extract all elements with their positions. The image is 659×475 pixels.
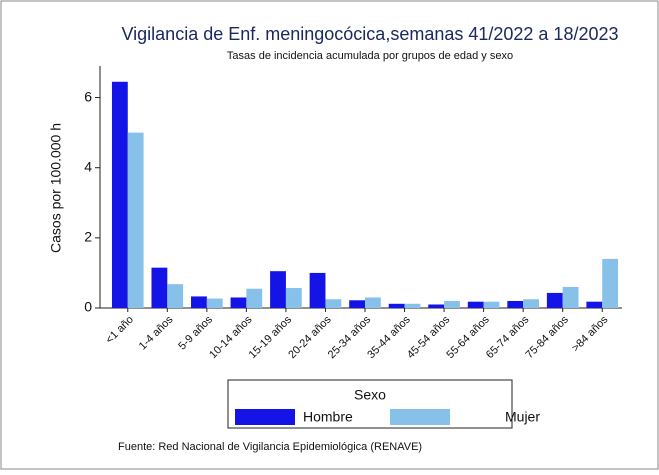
bar (523, 299, 539, 308)
bar (309, 272, 326, 308)
bar (404, 303, 421, 308)
bar (602, 258, 619, 308)
legend-label: Hombre (303, 409, 353, 425)
bar (483, 301, 500, 308)
bar (586, 301, 603, 308)
bar (270, 271, 286, 308)
source-note: Fuente: Red Nacional de Vigilancia Epide… (118, 441, 422, 453)
bar (167, 284, 184, 308)
bar (349, 300, 365, 308)
bar (428, 304, 445, 308)
bar (388, 303, 405, 308)
bar (127, 132, 144, 308)
bar (230, 297, 247, 308)
y-tick-label: 4 (84, 158, 92, 174)
y-axis-label: Casos por 100.000 h (48, 123, 64, 253)
bar (467, 301, 484, 308)
bar (562, 286, 579, 308)
legend-title: Sexo (354, 387, 386, 403)
chart-subtitle: Tasas de incidencia acumulada por grupos… (227, 50, 513, 62)
legend-swatch (235, 409, 295, 425)
bar (444, 300, 460, 308)
legend-label: Mujer (505, 409, 540, 425)
bar (546, 292, 563, 308)
y-tick-label: 0 (84, 299, 92, 315)
bar (151, 267, 168, 308)
bar (365, 297, 381, 308)
bar (507, 300, 524, 308)
y-tick-label: 6 (84, 88, 92, 104)
bar (191, 296, 207, 308)
y-tick-label: 2 (84, 229, 92, 245)
bar (325, 299, 342, 308)
bar (206, 298, 223, 308)
bar (285, 288, 302, 308)
legend-swatch (390, 409, 450, 425)
bar (246, 288, 263, 308)
bar (111, 81, 128, 308)
chart-title: Vigilancia de Enf. meningocócica,semanas… (121, 24, 618, 44)
